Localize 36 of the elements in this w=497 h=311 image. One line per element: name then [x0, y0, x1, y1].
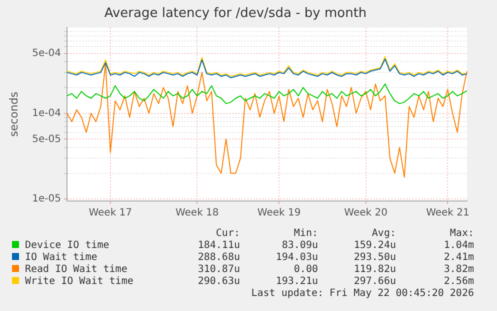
text: 290.63u: [196, 276, 240, 288]
text: 3.82m: [442, 264, 474, 276]
x-tick-label: Week 20: [344, 208, 388, 219]
y-tick-label: 5e-05: [32, 134, 61, 145]
text: 310.87u: [196, 264, 240, 276]
text: 83.09u: [280, 240, 318, 252]
x-tick-label: Week 19: [257, 208, 301, 219]
text: Min:: [292, 228, 318, 240]
text: Avg:: [370, 228, 396, 240]
legend-label: Device IO time: [25, 240, 110, 251]
x-tick-label: Week 17: [88, 208, 132, 219]
text: 159.24u: [352, 240, 396, 252]
x-tick-label: Week 18: [175, 208, 219, 219]
y-tick-label: 5e-04: [32, 48, 61, 60]
text: 2.56m: [442, 276, 474, 288]
y-tick-label: 1e-04: [32, 108, 61, 119]
legend-label: IO Wait time: [25, 252, 98, 263]
text: 119.82u: [352, 264, 396, 276]
legend-label: Write IO Wait time: [25, 276, 134, 287]
text: Last update: Fri May 22 00:45:20 2026: [250, 288, 474, 300]
x-tick-label: Week 21: [426, 208, 470, 219]
text: 288.68u: [196, 252, 240, 264]
chart-title: Average latency for /dev/sda - by month: [104, 6, 367, 22]
legend-label: Read IO Wait time: [25, 264, 128, 275]
text: 2.41m: [442, 252, 474, 264]
text: 0.00: [292, 264, 318, 276]
text: Max:: [448, 228, 474, 240]
y-tick-label: 1e-05: [32, 194, 61, 205]
text: 1.04m: [442, 240, 474, 252]
text: 297.66u: [352, 276, 396, 288]
text: 293.50u: [352, 252, 396, 264]
y-axis-title: seconds: [7, 92, 20, 137]
text: 193.21u: [274, 276, 318, 288]
text: 194.03u: [274, 252, 318, 264]
text: Cur:: [214, 228, 240, 240]
text: 184.11u: [196, 240, 240, 252]
